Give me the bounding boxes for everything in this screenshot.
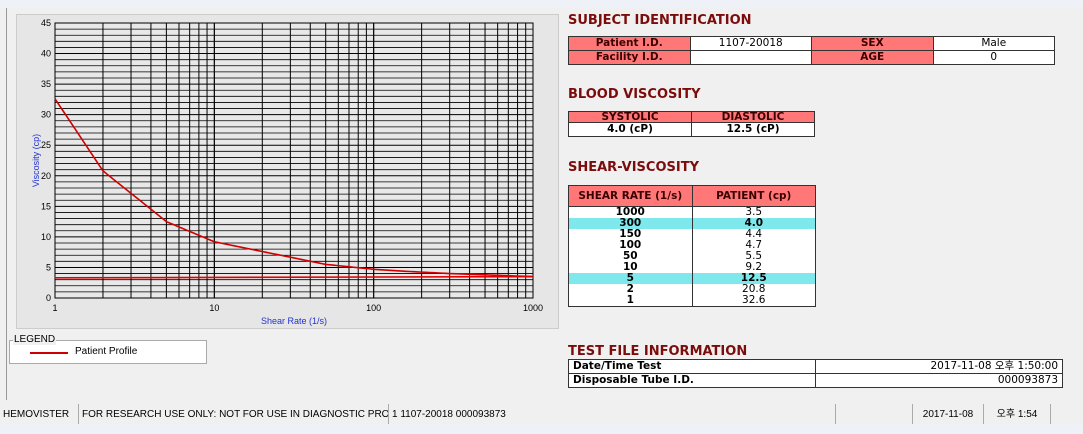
x-tick-label: 1000 <box>523 303 543 313</box>
status-app: HEMOVISTER <box>0 404 79 424</box>
chart-svg: 0 5 10 15 20 25 30 35 40 45 1 10 100 1000 Shear Rate (… <box>31 18 543 326</box>
x-tick-label: 10 <box>209 303 219 313</box>
divider <box>6 8 7 400</box>
status-notice: FOR RESEARCH USE ONLY: NOT FOR USE IN DI… <box>79 404 389 424</box>
status-empty <box>836 404 913 424</box>
shear-row: 300 4.0 <box>568 218 816 229</box>
shear-rate-value: 100 <box>568 240 693 251</box>
testfile-table: Date/Time Test 2017-11-08 오후 1:50:00 Disp… <box>568 359 1063 388</box>
diastolic-label: DIASTOLIC <box>691 111 815 123</box>
y-tick-label: 45 <box>41 18 51 28</box>
shear-row: 1 32.6 <box>568 295 816 307</box>
patient-value: 4.4 <box>691 229 816 240</box>
shear-rate-value: 150 <box>568 229 693 240</box>
tube-label: Disposable Tube I.D. <box>568 373 816 388</box>
y-tick-label: 40 <box>41 49 51 59</box>
shear-row: 100 4.7 <box>568 240 816 251</box>
subject-table: Patient I.D. 1107-20018 SEX Male Facility I… <box>568 36 1055 65</box>
legend-line-swatch <box>30 352 68 354</box>
y-tick-label: 5 <box>46 262 51 272</box>
tube-value: 000093873 <box>815 373 1063 388</box>
viscosity-chart: 0 5 10 15 20 25 30 35 40 45 1 10 100 1000 Shear Rate (… <box>16 14 559 329</box>
reference-line <box>54 275 534 279</box>
shear-rate-value: 300 <box>568 218 693 229</box>
patient-value: 5.5 <box>691 251 816 262</box>
date-label: Date/Time Test <box>568 359 816 374</box>
shear-rate-value: 2 <box>568 284 693 295</box>
shear-row: 2 20.8 <box>568 284 816 295</box>
shear-row: 10 9.2 <box>568 262 816 273</box>
status-record: 1 1107-20018 000093873 <box>389 404 836 424</box>
patient-profile-line <box>54 98 534 278</box>
shear-rate-value: 10 <box>568 262 693 273</box>
y-tick-label: 30 <box>41 110 51 120</box>
shear-row: 5 12.5 <box>568 273 816 284</box>
shear-rate-value: 5 <box>568 273 693 284</box>
status-bar: HEMOVISTER FOR RESEARCH USE ONLY: NOT FO… <box>0 404 1083 424</box>
patient-value: 9.2 <box>691 262 816 273</box>
legend: LEGEND Patient Profile <box>9 334 207 364</box>
facility-id-label: Facility I.D. <box>568 50 691 65</box>
status-date: 2017-11-08 <box>913 404 984 424</box>
legend-title: LEGEND <box>13 334 57 345</box>
y-tick-label: 0 <box>46 293 51 303</box>
patient-value: 12.5 <box>691 273 816 284</box>
bottom-band <box>0 424 1083 434</box>
top-band <box>0 0 1083 8</box>
x-tick-label: 1 <box>52 303 57 313</box>
x-axis-label: Shear Rate (1/s) <box>261 316 327 326</box>
patient-value: 20.8 <box>691 284 816 295</box>
patient-value: 4.0 <box>691 218 816 229</box>
status-time: 오후 1:54 <box>984 404 1051 424</box>
systolic-label: SYSTOLIC <box>568 111 692 123</box>
shear-rate-value: 1000 <box>568 206 693 218</box>
shear-row: 1000 3.5 <box>568 206 816 218</box>
patient-value: 32.6 <box>691 295 816 307</box>
age-label: AGE <box>811 50 934 65</box>
patient-id-label: Patient I.D. <box>568 36 691 51</box>
y-tick-label: 10 <box>41 232 51 242</box>
shear-row: 150 4.4 <box>568 229 816 240</box>
diastolic-value: 12.5 (cP) <box>691 122 815 137</box>
patient-value: 4.7 <box>691 240 816 251</box>
facility-id-value <box>689 50 812 65</box>
shear-title: SHEAR-VISCOSITY <box>568 160 699 175</box>
shear-rate-value: 50 <box>568 251 693 262</box>
shear-table: SHEAR RATE (1/s) PATIENT (cp) 1000 3.5 300 4… <box>568 185 816 307</box>
y-tick-label: 15 <box>41 201 51 211</box>
shear-rate-value: 1 <box>568 295 693 307</box>
testfile-title: TEST FILE INFORMATION <box>568 344 748 359</box>
y-axis-label: Viscosity (cp) <box>31 134 41 187</box>
blood-title: BLOOD VISCOSITY <box>568 87 701 102</box>
date-value: 2017-11-08 오후 1:50:00 <box>815 359 1063 374</box>
patient-id-value: 1107-20018 <box>689 36 812 51</box>
patient-value: 3.5 <box>691 206 816 218</box>
y-tick-label: 25 <box>41 140 51 150</box>
x-tick-label: 100 <box>366 303 381 313</box>
legend-label: Patient Profile <box>75 346 138 357</box>
plot-area <box>54 22 534 299</box>
y-tick-label: 20 <box>41 171 51 181</box>
patient-header: PATIENT (cp) <box>691 185 816 207</box>
systolic-value: 4.0 (cP) <box>568 122 692 137</box>
sex-label: SEX <box>811 36 934 51</box>
age-value: 0 <box>932 50 1055 65</box>
shear-row: 50 5.5 <box>568 251 816 262</box>
y-tick-label: 35 <box>41 79 51 89</box>
sex-value: Male <box>932 36 1055 51</box>
subject-title: SUBJECT IDENTIFICATION <box>568 13 752 28</box>
blood-table: SYSTOLIC DIASTOLIC 4.0 (cP) 12.5 (cP) <box>568 111 815 137</box>
shear-rate-header: SHEAR RATE (1/s) <box>568 185 693 207</box>
